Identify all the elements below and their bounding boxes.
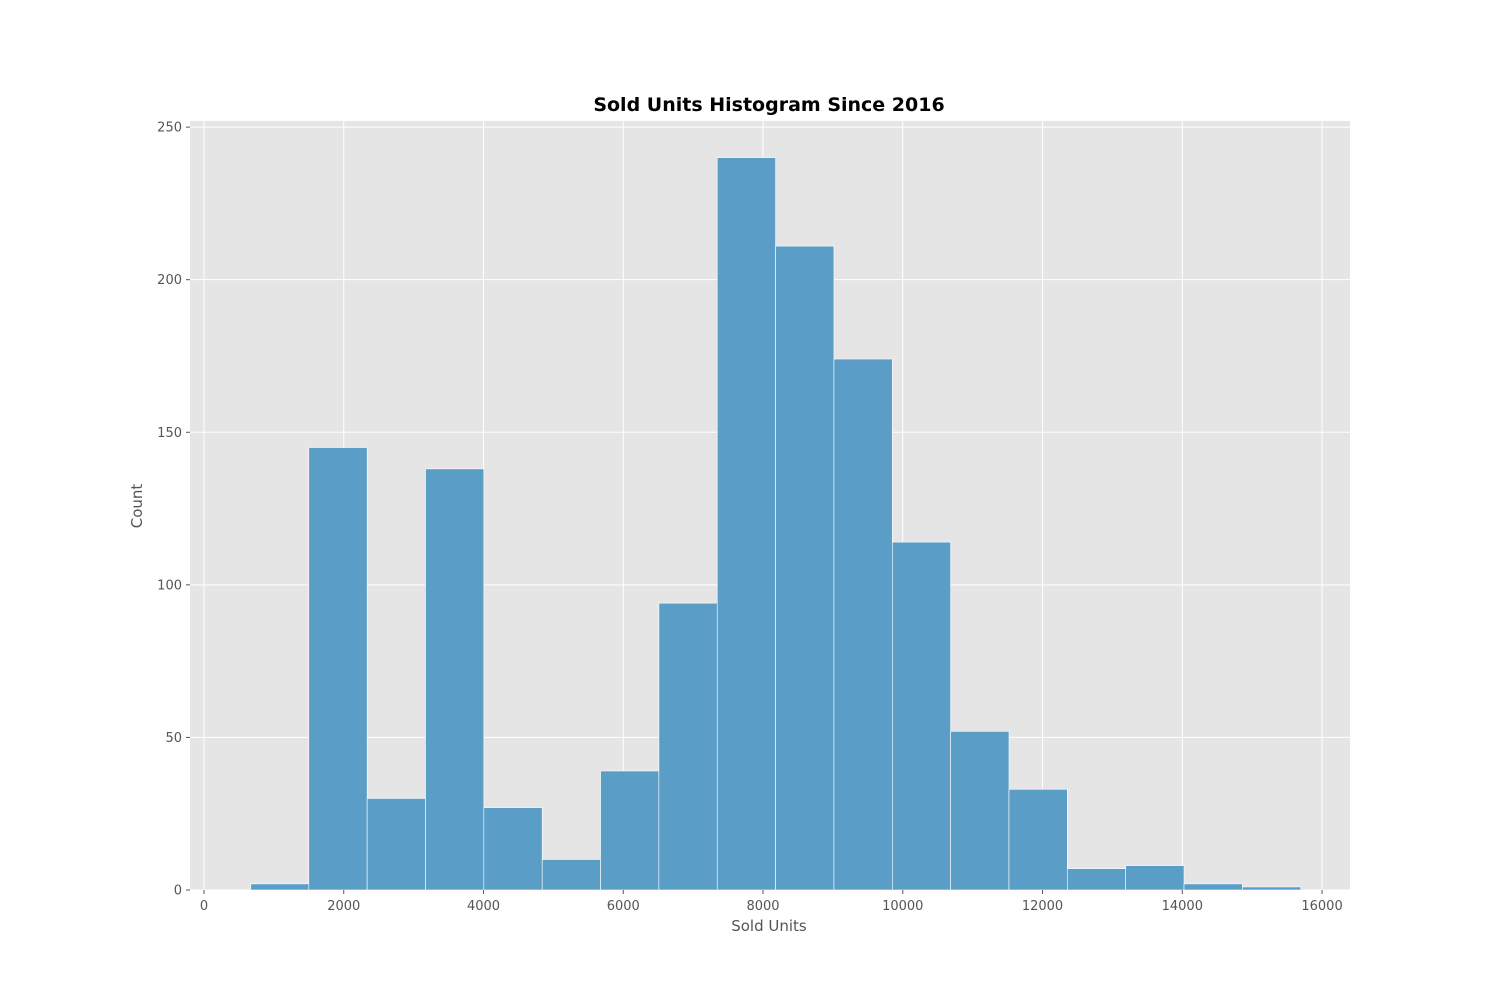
histogram-bar bbox=[1242, 886, 1302, 891]
histogram-bars bbox=[250, 157, 1302, 891]
y-tick-label: 200 bbox=[157, 273, 182, 288]
histogram-bar bbox=[950, 731, 1010, 891]
histogram-bar bbox=[483, 807, 543, 891]
histogram-bar bbox=[600, 770, 660, 891]
histogram-bar bbox=[308, 447, 368, 891]
histogram-bar bbox=[775, 245, 835, 891]
x-tick-label: 16000 bbox=[1301, 899, 1342, 914]
histogram-bar bbox=[716, 157, 776, 891]
histogram-bar bbox=[250, 883, 310, 891]
y-tick-label: 250 bbox=[157, 121, 182, 136]
histogram-bar bbox=[1067, 868, 1126, 891]
x-tick-label: 12000 bbox=[1022, 899, 1063, 914]
x-tick-label: 4000 bbox=[467, 899, 500, 914]
histogram-bar bbox=[1183, 883, 1243, 891]
x-tick-label: 8000 bbox=[746, 899, 779, 914]
histogram-bar bbox=[891, 541, 951, 891]
x-tick-label: 6000 bbox=[607, 899, 640, 914]
x-tick-label: 0 bbox=[200, 899, 208, 914]
histogram-bar bbox=[366, 798, 426, 891]
y-tick-label: 150 bbox=[157, 426, 182, 441]
axis-ticks: 0 2000 4000 6000 8000 10000 12000 14000 16000 0 50… bbox=[157, 121, 1343, 914]
x-tick-label: 10000 bbox=[882, 899, 923, 914]
y-tick-label: 0 bbox=[174, 884, 182, 899]
histogram-bar bbox=[658, 602, 718, 891]
histogram-bar bbox=[833, 358, 893, 891]
y-tick-label: 100 bbox=[157, 578, 182, 593]
histogram-bar bbox=[541, 859, 601, 891]
histogram-bar bbox=[1008, 788, 1068, 891]
y-tick-label: 50 bbox=[165, 731, 182, 746]
x-tick-label: 14000 bbox=[1162, 899, 1203, 914]
x-tick-label: 2000 bbox=[327, 899, 360, 914]
y-axis-label: Count bbox=[128, 484, 146, 529]
x-axis-label: Sold Units bbox=[731, 917, 807, 935]
histogram-bar bbox=[425, 468, 485, 891]
histogram-bar bbox=[1125, 865, 1185, 891]
chart-title: Sold Units Histogram Since 2016 bbox=[593, 94, 944, 116]
